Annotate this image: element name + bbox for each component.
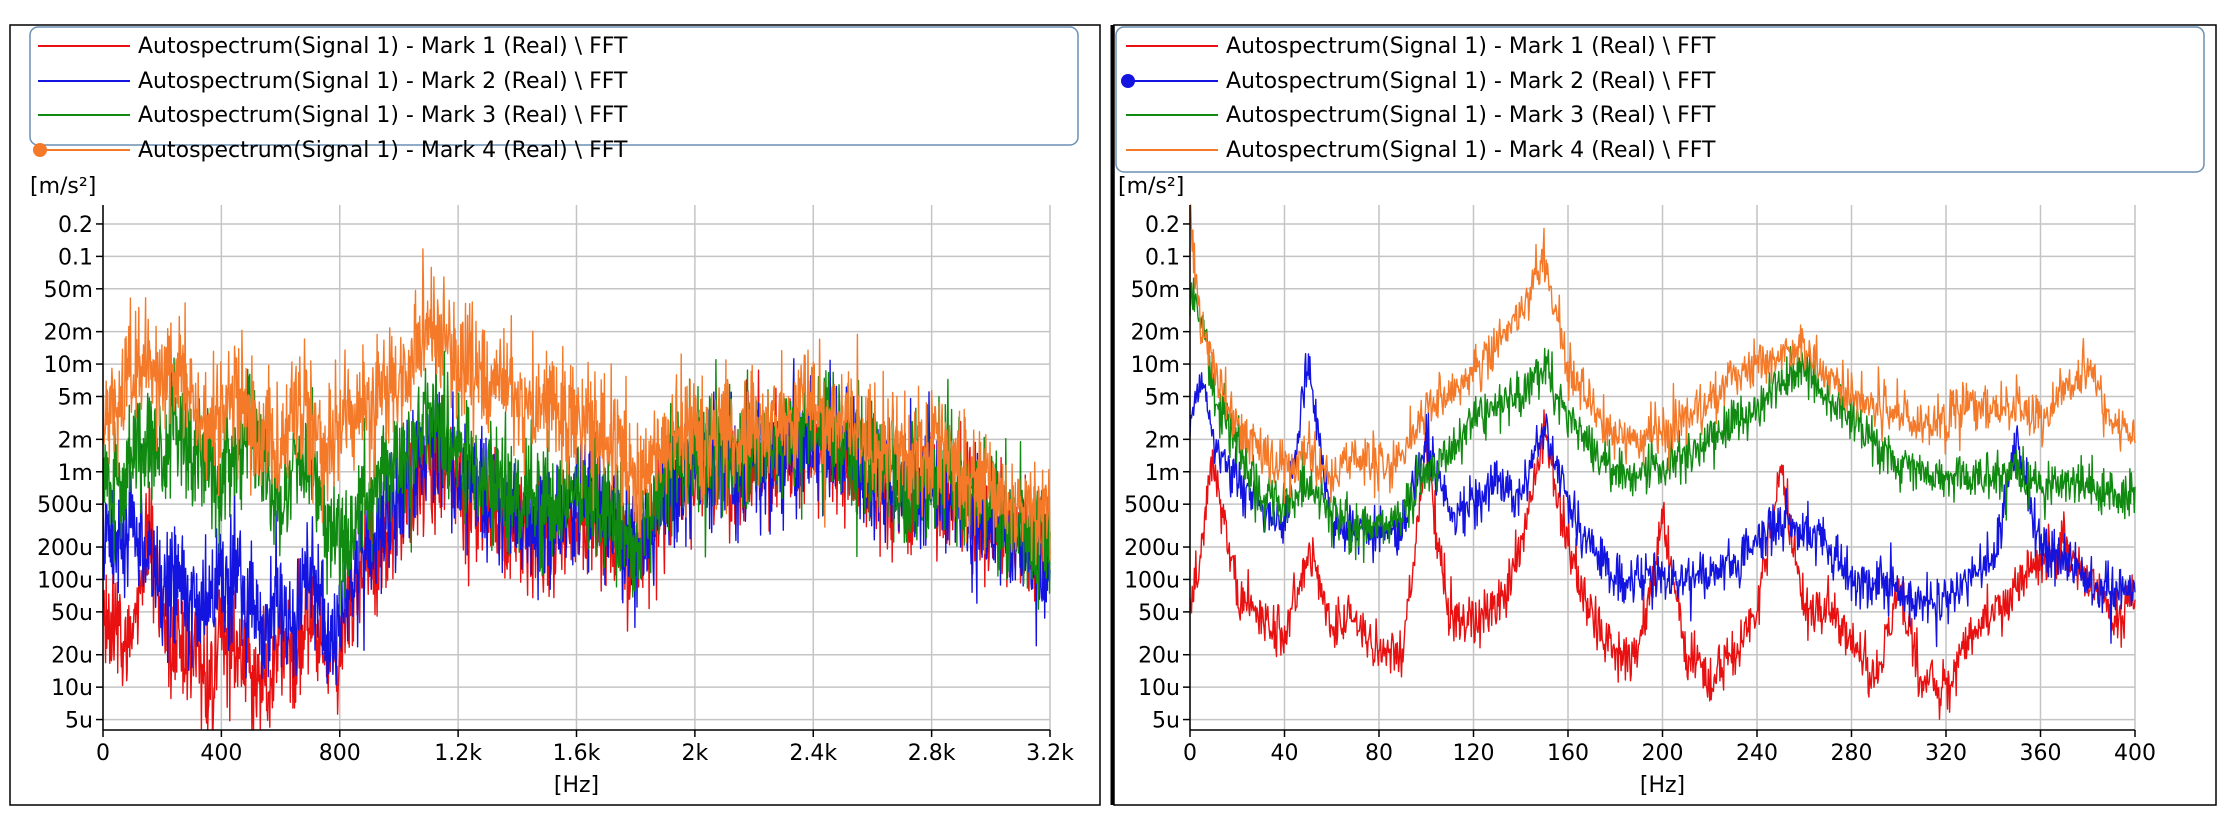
legend-label: Autospectrum(Signal 1) - Mark 3 (Real) \…	[1226, 103, 1716, 128]
left-panel: Autospectrum(Signal 1) - Mark 1 (Real) \…	[9, 24, 1101, 806]
y-tick-label: 0.2	[1145, 213, 1180, 238]
legend[interactable]: Autospectrum(Signal 1) - Mark 1 (Real) \…	[29, 26, 1079, 163]
x-tick-label: 2.4k	[789, 741, 837, 766]
y-tick-label: 1m	[58, 461, 93, 486]
legend-item[interactable]: Autospectrum(Signal 1) - Mark 2 (Real) \…	[38, 69, 628, 94]
x-axis-label: [Hz]	[1640, 773, 1685, 798]
panel-frame	[9, 24, 1101, 806]
legend-item[interactable]: Autospectrum(Signal 1) - Mark 3 (Real) \…	[1126, 103, 1716, 128]
y-tick-label: 5u	[1152, 709, 1180, 734]
x-tick-label: 2k	[682, 741, 709, 766]
x-tick-label: 120	[1453, 741, 1495, 766]
y-tick-label: 2m	[1145, 428, 1180, 453]
right-panel: Autospectrum(Signal 1) - Mark 1 (Real) \…	[1113, 24, 2217, 806]
y-tick-label: 50u	[51, 601, 93, 626]
legend-item[interactable]: Autospectrum(Signal 1) - Mark 4 (Real) \…	[1126, 138, 1716, 163]
legend-item[interactable]: Autospectrum(Signal 1) - Mark 1 (Real) \…	[38, 34, 628, 59]
series-line-mark-1	[1189, 409, 2136, 720]
y-unit-label: [m/s²]	[1118, 174, 1184, 199]
series-line-mark-3	[1189, 277, 2136, 564]
y-tick-label: 50u	[1138, 601, 1180, 626]
y-tick-label: 5m	[1145, 385, 1180, 410]
legend-item[interactable]: Autospectrum(Signal 1) - Mark 2 (Real) \…	[1121, 69, 1716, 94]
y-tick-label: 20u	[1138, 644, 1180, 669]
legend-item[interactable]: Autospectrum(Signal 1) - Mark 3 (Real) \…	[38, 103, 628, 128]
x-tick-label: 160	[1547, 741, 1589, 766]
legend-marker[interactable]	[1121, 74, 1135, 88]
y-tick-label: 100u	[1124, 568, 1180, 593]
y-tick-label: 5u	[65, 709, 93, 734]
x-axis-label: [Hz]	[554, 773, 599, 798]
series-line-mark-3	[102, 331, 1051, 615]
series-line-mark-4	[1189, 204, 2136, 504]
x-tick-label: 400	[2114, 741, 2156, 766]
series-group	[102, 248, 1051, 731]
x-tick-label: 0	[96, 741, 110, 766]
panel-frame	[1113, 24, 2217, 806]
series-line-mark-4	[102, 248, 1051, 566]
x-tick-label: 240	[1736, 741, 1778, 766]
legend-item[interactable]: Autospectrum(Signal 1) - Mark 4 (Real) \…	[33, 138, 628, 163]
legend-box	[29, 26, 1079, 146]
y-tick-label: 10m	[1131, 353, 1180, 378]
y-tick-label: 200u	[1124, 536, 1180, 561]
y-tick-label: 10m	[44, 353, 93, 378]
legend-box	[1115, 26, 2205, 173]
y-tick-label: 0.2	[58, 213, 93, 238]
legend-item[interactable]: Autospectrum(Signal 1) - Mark 1 (Real) \…	[1126, 34, 1716, 59]
x-tick-label: 200	[1642, 741, 1684, 766]
x-tick-label: 400	[200, 741, 242, 766]
x-tick-label: 360	[2020, 741, 2062, 766]
y-tick-label: 20m	[1131, 321, 1180, 346]
y-tick-label: 500u	[37, 493, 93, 518]
x-tick-label: 80	[1365, 741, 1393, 766]
x-tick-label: 280	[1831, 741, 1873, 766]
legend-label: Autospectrum(Signal 1) - Mark 2 (Real) \…	[138, 69, 628, 94]
legend-marker[interactable]	[33, 143, 47, 157]
series-group	[1189, 204, 2136, 720]
y-tick-label: 0.1	[1145, 245, 1180, 270]
x-tick-label: 2.8k	[908, 741, 956, 766]
y-tick-label: 2m	[58, 428, 93, 453]
y-tick-label: 5m	[58, 385, 93, 410]
y-tick-label: 10u	[1138, 676, 1180, 701]
y-tick-label: 50m	[44, 278, 93, 303]
y-tick-label: 20u	[51, 644, 93, 669]
y-tick-label: 0.1	[58, 245, 93, 270]
y-tick-label: 1m	[1145, 461, 1180, 486]
grid	[1189, 205, 2136, 730]
legend-label: Autospectrum(Signal 1) - Mark 1 (Real) \…	[1226, 34, 1716, 59]
x-tick-label: 0	[1183, 741, 1197, 766]
y-tick-label: 10u	[51, 676, 93, 701]
legend-label: Autospectrum(Signal 1) - Mark 4 (Real) \…	[138, 138, 628, 163]
x-tick-label: 1.2k	[434, 741, 482, 766]
series-line-mark-1	[102, 369, 1051, 731]
legend-label: Autospectrum(Signal 1) - Mark 2 (Real) \…	[1226, 69, 1716, 94]
y-tick-label: 20m	[44, 321, 93, 346]
y-tick-label: 500u	[1124, 493, 1180, 518]
x-tick-label: 40	[1271, 741, 1299, 766]
y-tick-label: 50m	[1131, 278, 1180, 303]
y-tick-label: 200u	[37, 536, 93, 561]
y-tick-label: 100u	[37, 568, 93, 593]
legend-label: Autospectrum(Signal 1) - Mark 4 (Real) \…	[1226, 138, 1716, 163]
legend-label: Autospectrum(Signal 1) - Mark 3 (Real) \…	[138, 103, 628, 128]
x-tick-label: 1.6k	[553, 741, 601, 766]
x-tick-label: 320	[1925, 741, 1967, 766]
y-unit-label: [m/s²]	[30, 174, 96, 199]
x-tick-label: 800	[319, 741, 361, 766]
legend-label: Autospectrum(Signal 1) - Mark 1 (Real) \…	[138, 34, 628, 59]
legend[interactable]: Autospectrum(Signal 1) - Mark 1 (Real) \…	[1115, 26, 2205, 173]
x-tick-label: 3.2k	[1026, 741, 1074, 766]
